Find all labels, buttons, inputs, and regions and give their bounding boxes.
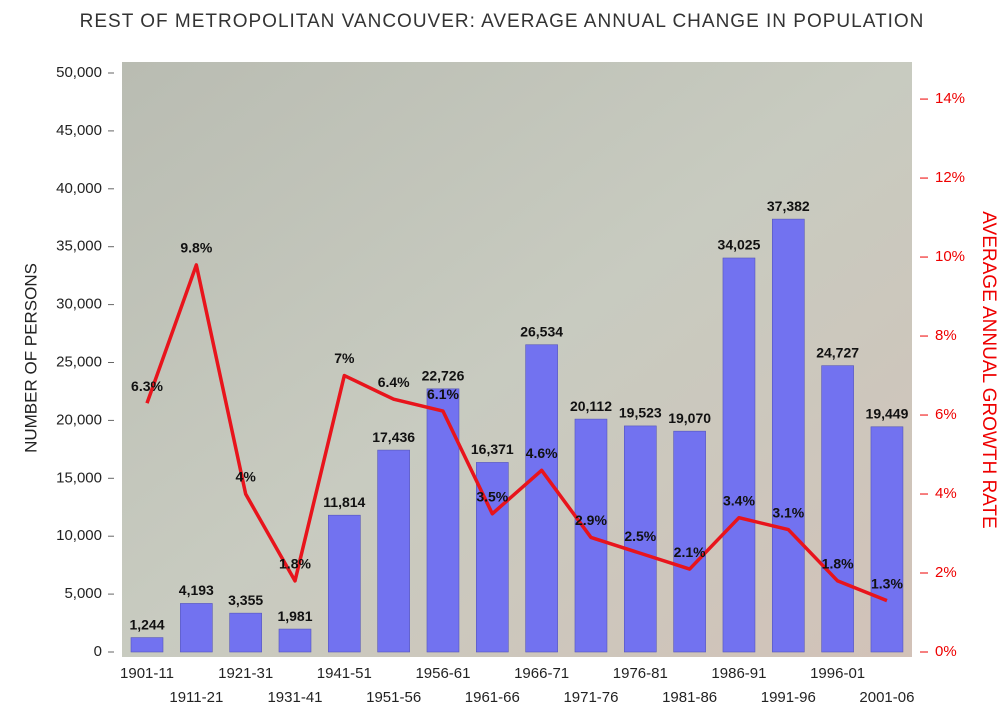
line-value-label: 4% <box>236 469 257 485</box>
x-tick-label: 1941-51 <box>317 665 372 682</box>
line-value-label: 1.8% <box>279 556 311 572</box>
bar-value-label: 11,814 <box>323 494 365 510</box>
bar <box>821 365 854 653</box>
bar-value-label: 3,355 <box>228 592 263 608</box>
line-value-label: 6.3% <box>131 378 163 394</box>
bar-value-label: 19,070 <box>668 410 711 426</box>
bar <box>180 603 213 653</box>
bar-value-label: 26,534 <box>520 323 563 339</box>
y-tick-label: 50,000 <box>56 64 102 81</box>
bar <box>870 426 904 653</box>
y-tick-label: 20,000 <box>56 411 102 428</box>
bar <box>771 218 805 653</box>
chart-title: REST OF METROPOLITAN VANCOUVER: AVERAGE … <box>80 11 925 32</box>
y2-tick-label: 2% <box>935 564 957 581</box>
bar <box>377 449 410 653</box>
bar-value-label: 1,244 <box>129 616 164 632</box>
bar-value-label: 34,025 <box>718 237 761 253</box>
line-value-label: 6.4% <box>378 374 410 390</box>
bar <box>574 418 608 653</box>
x-tick-label: 1996-01 <box>810 665 865 682</box>
growth-line <box>145 263 888 603</box>
x-tick-label: 1986-91 <box>711 665 766 682</box>
y-tick-label: 35,000 <box>56 238 102 255</box>
y2-tick-label: 10% <box>935 248 965 265</box>
bar-value-label: 19,449 <box>866 405 909 421</box>
line-value-label: 2.5% <box>624 528 656 544</box>
y-tick-label: 0 <box>94 643 102 660</box>
x-tick-label: 1961-66 <box>465 689 520 706</box>
x-tick-label: 1991-96 <box>761 689 816 706</box>
x-tick-label: 1956-61 <box>415 665 470 682</box>
bar <box>476 462 509 653</box>
x-tick-label: 1971-76 <box>563 689 618 706</box>
x-tick-label: 1981-86 <box>662 689 717 706</box>
x-tick-label: 2001-06 <box>859 689 914 706</box>
line-value-label: 3.5% <box>476 488 508 504</box>
y-tick-label: 40,000 <box>56 180 102 197</box>
y2-tick-label: 0% <box>935 643 957 660</box>
bar-value-label: 4,193 <box>179 582 214 598</box>
line-value-label: 1.3% <box>871 575 903 591</box>
x-tick-label: 1976-81 <box>613 665 668 682</box>
y-tick-label: 15,000 <box>56 469 102 486</box>
y2-axis-title: AVERAGE ANNUAL GROWTH RATE <box>978 211 999 528</box>
bar-value-label: 20,112 <box>570 398 612 414</box>
x-tick-label: 1966-71 <box>514 665 569 682</box>
bar-value-label: 37,382 <box>767 198 810 214</box>
bar-value-label: 16,371 <box>471 441 514 457</box>
bar <box>673 430 706 653</box>
bar <box>229 612 262 653</box>
bar <box>623 425 657 653</box>
line-value-label: 7% <box>334 350 355 366</box>
y-tick-label: 5,000 <box>64 585 102 602</box>
line-value-label: 2.9% <box>575 512 607 528</box>
bar <box>426 388 460 653</box>
y2-tick-label: 12% <box>935 169 965 186</box>
x-tick-label: 1931-41 <box>267 689 322 706</box>
line-value-label: 6.1% <box>427 386 459 402</box>
line-value-label: 3.4% <box>723 492 755 508</box>
bar-value-label: 1,981 <box>277 608 312 624</box>
x-tick-label: 1921-31 <box>218 665 273 682</box>
bar <box>278 628 312 653</box>
y-tick-label: 25,000 <box>56 353 102 370</box>
y-tick-label: 10,000 <box>56 527 102 544</box>
line-value-label: 4.6% <box>526 445 558 461</box>
bar <box>525 344 558 653</box>
y2-tick-label: 4% <box>935 485 957 502</box>
y2-tick-label: 6% <box>935 406 957 423</box>
line-value-label: 1.8% <box>822 556 854 572</box>
y2-tick-label: 8% <box>935 327 957 344</box>
y-tick-label: 45,000 <box>56 122 102 139</box>
bar <box>130 637 164 653</box>
line-value-label: 2.1% <box>674 544 706 560</box>
y-axis-title: NUMBER OF PERSONS <box>21 263 40 453</box>
y-tick-label: 30,000 <box>56 296 102 313</box>
bar-value-label: 19,523 <box>619 405 662 421</box>
bar <box>722 257 756 653</box>
bar <box>328 514 361 653</box>
x-tick-label: 1901-11 <box>120 665 174 682</box>
line-value-label: 3.1% <box>772 504 804 520</box>
y2-tick-label: 14% <box>935 90 965 107</box>
bar-value-label: 24,727 <box>816 344 859 360</box>
bar-value-label: 17,436 <box>372 429 415 445</box>
line-value-label: 9.8% <box>180 240 212 256</box>
x-tick-label: 1911-21 <box>169 689 223 706</box>
x-tick-label: 1951-56 <box>366 689 421 706</box>
bar-value-label: 22,726 <box>422 368 465 384</box>
